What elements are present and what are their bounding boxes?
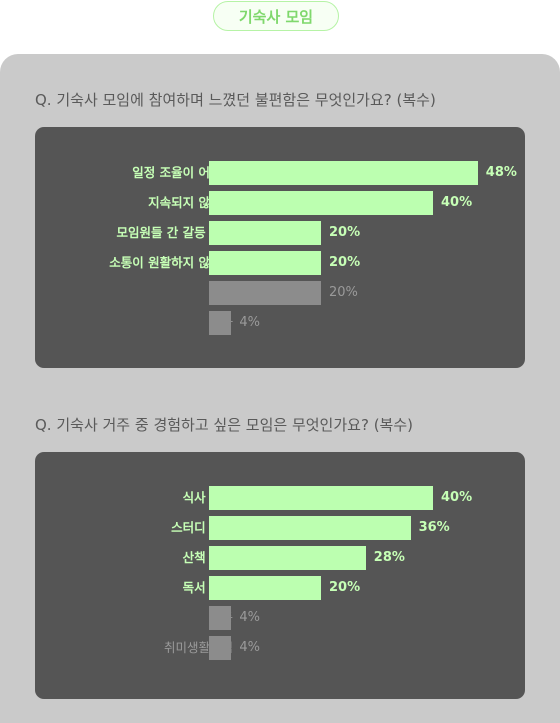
bar-value-label: 48% — [485, 165, 517, 180]
bar-row: 운동4% — [35, 606, 525, 630]
bar — [209, 281, 321, 305]
bar — [209, 546, 366, 570]
bar-row: 식사 모임 40% — [35, 486, 525, 510]
bar-value-label: 20% — [329, 255, 361, 270]
question-1-note: (복수) — [396, 91, 436, 109]
bar-row: 기타4% — [35, 311, 525, 335]
bar-value-label: 20% — [329, 225, 361, 240]
question-1-text: Q. 기숙사 모임에 참여하며 느꼈던 불편함은 무엇인가요? — [35, 91, 392, 109]
bar-value-label: 40% — [441, 195, 473, 210]
bar-value-label: 40% — [441, 490, 473, 505]
bar — [209, 516, 411, 540]
bar-row: 산책 모임 28% — [35, 546, 525, 570]
bar — [209, 606, 232, 630]
bar-row: 독서 모임 20% — [35, 576, 525, 600]
bar-value-label: 4% — [239, 640, 261, 655]
bar — [209, 311, 232, 335]
bar — [209, 636, 232, 660]
chart-panel-1: 일정 조율이 어려움 48% 지속되지 않아서 40% 모임원들 간 갈등 발생 20% 소… — [35, 127, 525, 368]
bar-row: 없음20% — [35, 281, 525, 305]
bar — [209, 251, 321, 275]
bar-value-label: 20% — [329, 580, 361, 595]
bar-value-label: 28% — [373, 550, 405, 565]
bar — [209, 576, 321, 600]
bar-value-label: 4% — [239, 610, 261, 625]
bar-row: 스터디 모임 36% — [35, 516, 525, 540]
bar-value-label: 20% — [329, 285, 358, 300]
bar-category-label: 소통이 원활하지 않아서 — [109, 255, 233, 270]
bar-category-label: 모임원들 간 갈등 발생 — [116, 225, 233, 240]
bar — [209, 161, 478, 185]
section-title-pill: 기숙사 모임 — [213, 1, 339, 31]
bar-row: 일정 조율이 어려움 48% — [35, 161, 525, 185]
question-1: Q. 기숙사 모임에 참여하며 느꼈던 불편함은 무엇인가요? (복수) — [35, 89, 436, 110]
question-2-text: Q. 기숙사 거주 중 경험하고 싶은 모임은 무엇인가요? — [35, 416, 369, 434]
bar-row: 지속되지 않아서 40% — [35, 191, 525, 215]
bar — [209, 221, 321, 245]
bar-value-label: 4% — [239, 315, 261, 330]
bar-row: 취미생활모임 4% — [35, 636, 525, 660]
question-2: Q. 기숙사 거주 중 경험하고 싶은 모임은 무엇인가요? (복수) — [35, 414, 413, 435]
bar-value-label: 36% — [418, 520, 450, 535]
bar — [209, 486, 433, 510]
bar — [209, 191, 433, 215]
bar-row: 소통이 원활하지 않아서 20% — [35, 251, 525, 275]
bar-row: 모임원들 간 갈등 발생 20% — [35, 221, 525, 245]
section-title: 기숙사 모임 — [238, 7, 314, 26]
bar-category-label: 일정 조율이 어려움 — [132, 165, 233, 180]
question-2-note: (복수) — [373, 416, 414, 434]
